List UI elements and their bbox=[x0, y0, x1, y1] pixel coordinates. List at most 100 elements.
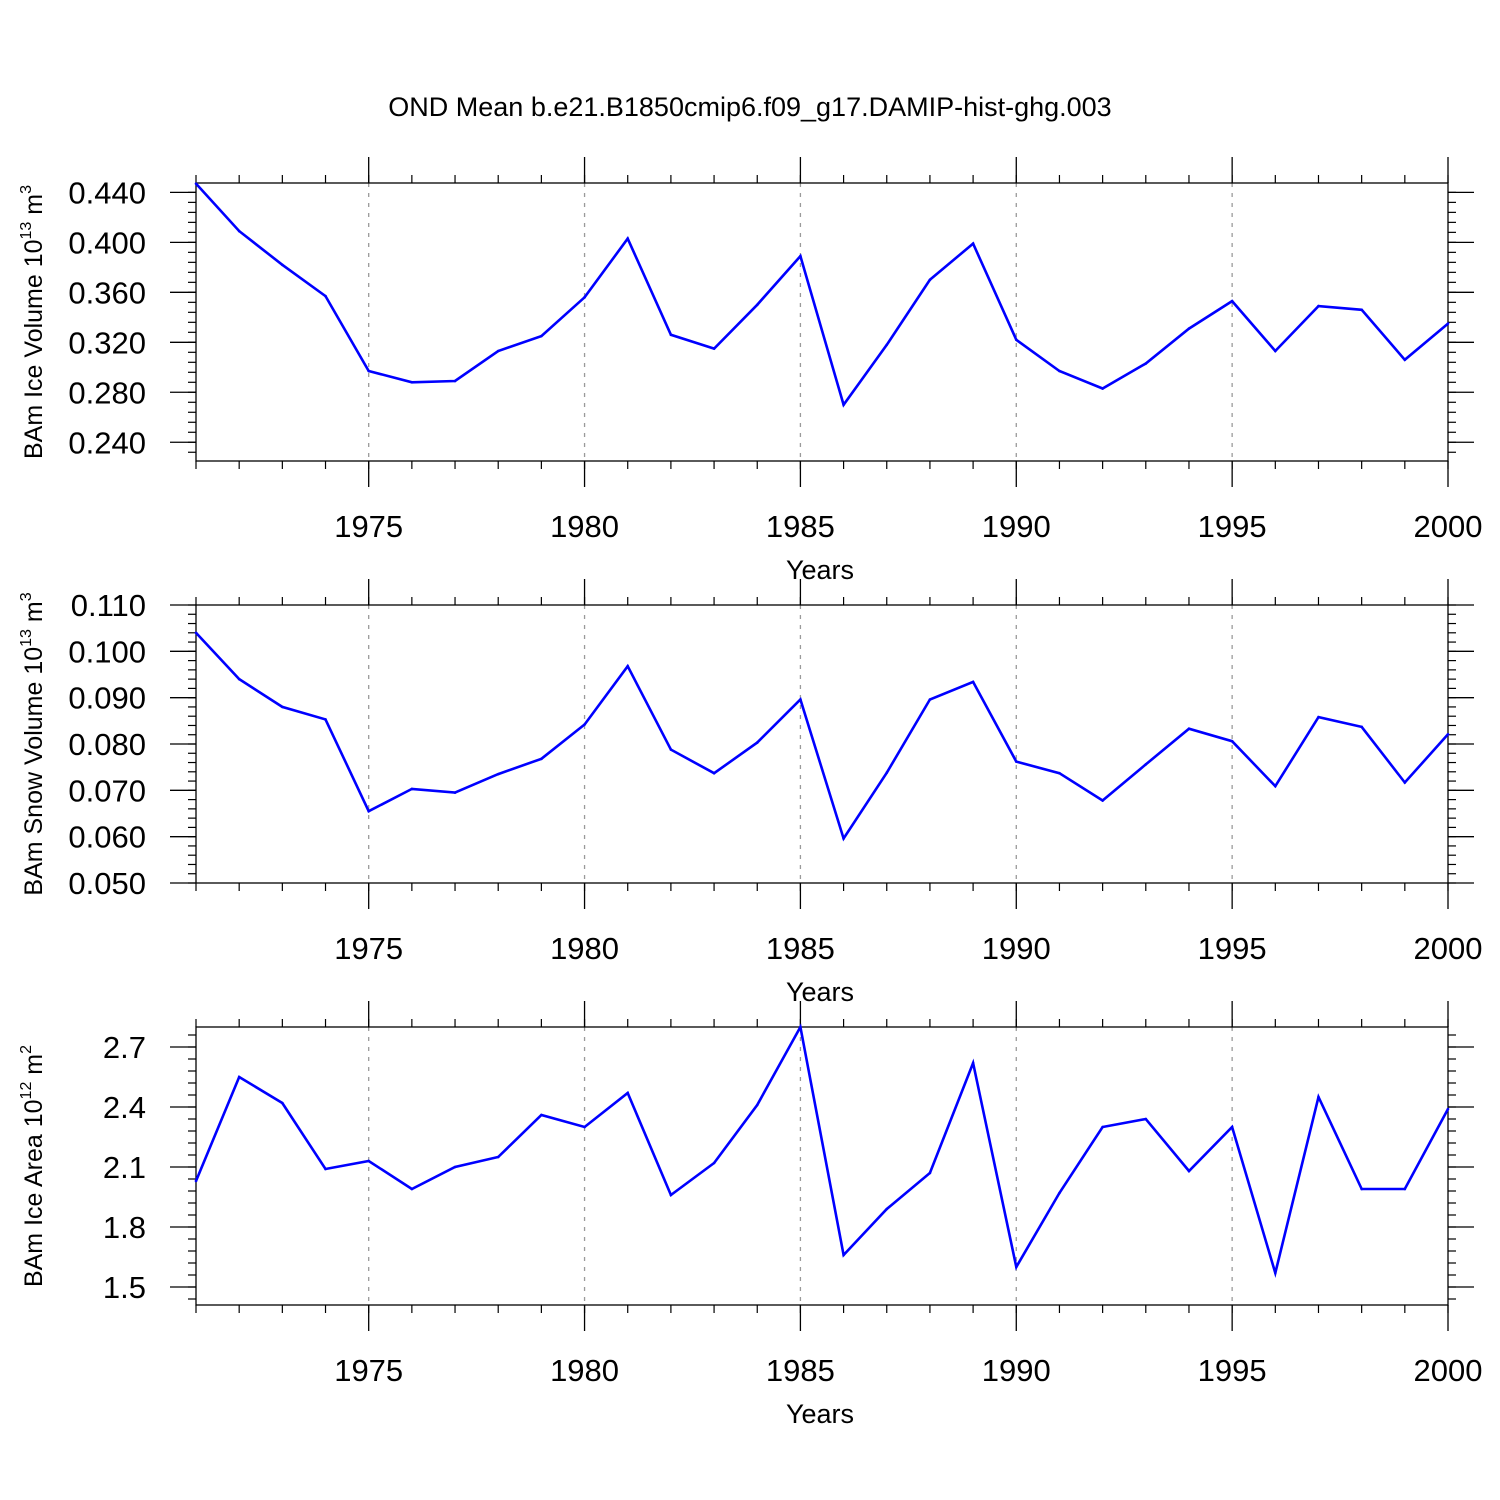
data-point bbox=[410, 787, 414, 791]
data-point bbox=[1230, 1125, 1234, 1129]
data-point bbox=[712, 771, 716, 775]
y-tick-label: 0.100 bbox=[68, 634, 146, 669]
data-point bbox=[1014, 1265, 1018, 1269]
y-tick-label: 0.080 bbox=[68, 727, 146, 762]
data-point bbox=[1144, 1117, 1148, 1121]
data-point bbox=[1360, 1187, 1363, 1191]
x-tick-label: 1980 bbox=[550, 1353, 619, 1388]
data-point bbox=[799, 254, 802, 258]
x-tick-label: 1975 bbox=[334, 1353, 403, 1388]
data-point bbox=[540, 1113, 543, 1117]
y-tick-label: 2.4 bbox=[103, 1090, 146, 1125]
chart-panel-2: 1975 1980 1985 1990 1995 2000 Years 0.050 0.060 0… bbox=[18, 579, 1482, 1007]
data-point bbox=[1101, 799, 1104, 802]
x-tick-label: 1990 bbox=[982, 1353, 1051, 1388]
y-axis-label: BAm Snow Volume 1013 m3 bbox=[18, 592, 48, 895]
data-point bbox=[669, 1193, 673, 1197]
data-point bbox=[842, 837, 845, 840]
data-point bbox=[1446, 732, 1450, 736]
data-point bbox=[1187, 327, 1191, 330]
series-line bbox=[195, 631, 1449, 842]
data-point bbox=[1187, 727, 1191, 731]
y-tick-label: 0.240 bbox=[68, 425, 146, 460]
y-tick-label: 0.050 bbox=[68, 866, 146, 901]
data-point bbox=[755, 303, 759, 307]
data-point bbox=[1187, 1169, 1191, 1173]
x-tick-label: 1975 bbox=[334, 931, 403, 966]
x-tick-label: 1990 bbox=[982, 931, 1051, 966]
data-point bbox=[1274, 784, 1277, 788]
y-tick-label: 0.060 bbox=[68, 820, 146, 855]
chart-panel-3: 1975 1980 1985 1990 1995 2000 Years 1.5 1.8 2.1 2.… bbox=[18, 1001, 1482, 1429]
data-point bbox=[324, 1167, 327, 1171]
data-point bbox=[755, 1103, 759, 1107]
x-tick-label: 1995 bbox=[1198, 931, 1267, 966]
data-point bbox=[1446, 322, 1450, 325]
data-point bbox=[410, 380, 414, 384]
y-tick-label: 1.5 bbox=[103, 1270, 146, 1305]
x-axis-label: Years bbox=[786, 555, 854, 585]
chart-panel-1: 1975 1980 1985 1990 1995 2000 Years 0.240 0.280 0… bbox=[18, 157, 1482, 585]
data-point bbox=[453, 1165, 457, 1169]
data-point bbox=[324, 294, 327, 298]
plot-frame bbox=[195, 1026, 1449, 1306]
data-point bbox=[799, 1025, 802, 1029]
data-point bbox=[885, 1207, 889, 1211]
data-point bbox=[1101, 387, 1104, 390]
data-point bbox=[1317, 1095, 1320, 1099]
x-tick-label: 1995 bbox=[1198, 509, 1267, 544]
y-tick-label: 0.280 bbox=[68, 375, 146, 410]
data-point bbox=[237, 229, 241, 233]
data-point bbox=[1274, 1271, 1277, 1275]
data-point bbox=[1403, 358, 1407, 362]
data-point bbox=[1230, 299, 1234, 303]
data-point bbox=[453, 791, 457, 794]
data-point bbox=[755, 741, 759, 744]
x-tick-label: 1985 bbox=[766, 931, 835, 966]
x-axis-label: Years bbox=[786, 1399, 854, 1429]
data-point bbox=[367, 809, 370, 813]
data-point bbox=[971, 242, 975, 245]
data-point bbox=[496, 772, 500, 776]
data-point bbox=[324, 718, 327, 721]
data-point bbox=[626, 664, 630, 668]
data-point bbox=[281, 263, 284, 267]
y-tick-label: 0.320 bbox=[68, 325, 146, 360]
data-point bbox=[367, 1159, 370, 1163]
x-tick-label: 1985 bbox=[766, 509, 835, 544]
y-tick-label: 2.7 bbox=[103, 1030, 146, 1065]
plot-frame bbox=[195, 604, 1449, 884]
data-point bbox=[669, 333, 673, 337]
figure-title: OND Mean b.e21.B1850cmip6.f09_g17.DAMIP-… bbox=[388, 92, 1112, 122]
data-point bbox=[928, 278, 932, 282]
y-tick-label: 0.440 bbox=[68, 175, 146, 210]
y-axis-label: BAm Ice Volume 1013 m3 bbox=[18, 185, 48, 459]
data-point bbox=[842, 1253, 845, 1257]
x-tick-label: 1980 bbox=[550, 509, 619, 544]
data-point bbox=[540, 757, 543, 761]
data-point bbox=[583, 296, 586, 299]
data-point bbox=[496, 1155, 500, 1159]
data-point bbox=[410, 1187, 414, 1191]
x-tick-label: 1990 bbox=[982, 509, 1051, 544]
data-point bbox=[1403, 1187, 1407, 1191]
data-point bbox=[194, 631, 198, 635]
data-point bbox=[1360, 725, 1363, 729]
data-point bbox=[281, 705, 284, 709]
data-point bbox=[281, 1101, 284, 1105]
x-tick-label: 2000 bbox=[1414, 1353, 1483, 1388]
data-point bbox=[712, 1161, 716, 1165]
data-point bbox=[583, 723, 586, 726]
x-tick-label: 1985 bbox=[766, 1353, 835, 1388]
data-point bbox=[928, 698, 932, 701]
data-point bbox=[971, 1061, 975, 1065]
data-point bbox=[1317, 715, 1320, 719]
y-tick-label: 0.360 bbox=[68, 275, 146, 310]
y-tick-label: 0.400 bbox=[68, 225, 146, 260]
data-point bbox=[496, 349, 500, 353]
data-point bbox=[1230, 739, 1234, 743]
data-point bbox=[453, 379, 457, 383]
y-tick-label: 0.110 bbox=[71, 588, 146, 623]
y-tick-label: 2.1 bbox=[103, 1150, 146, 1185]
